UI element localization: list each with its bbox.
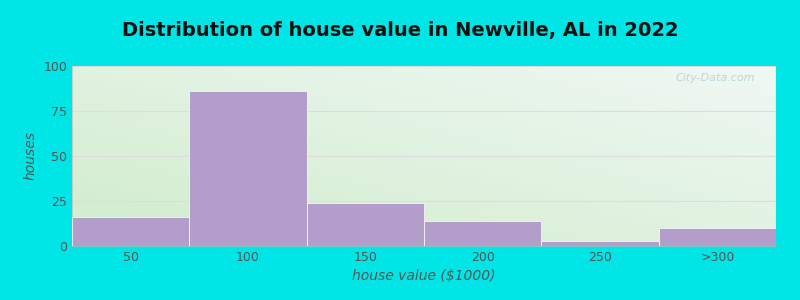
Bar: [306, 203, 424, 246]
Bar: [658, 228, 776, 246]
Bar: [542, 241, 658, 246]
Bar: [424, 221, 542, 246]
Text: Distribution of house value in Newville, AL in 2022: Distribution of house value in Newville,…: [122, 21, 678, 40]
X-axis label: house value ($1000): house value ($1000): [352, 269, 496, 284]
Y-axis label: houses: houses: [24, 131, 38, 181]
Bar: [72, 217, 190, 246]
Bar: [190, 91, 306, 246]
Text: City-Data.com: City-Data.com: [675, 73, 755, 83]
